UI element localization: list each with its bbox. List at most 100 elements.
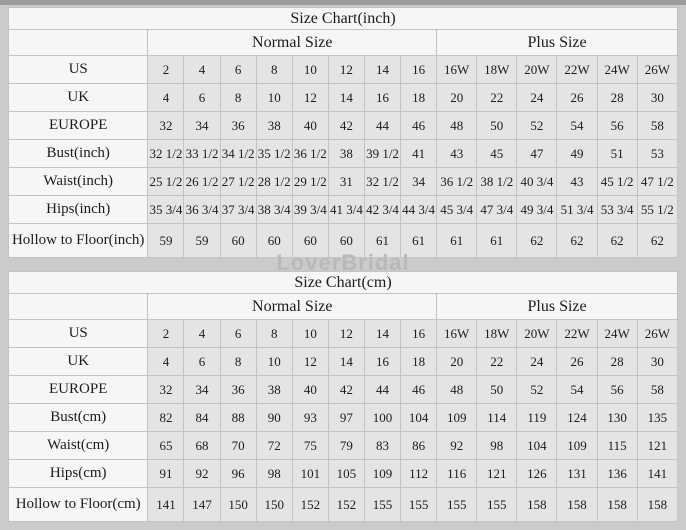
size-value-cell: 47 3/4 — [476, 195, 518, 224]
size-value-cell: 54 — [556, 375, 598, 404]
size-value-cell: 155 — [436, 487, 478, 522]
table-row: Hips(cm) 91 92 96 98 101 105 109 112 116 121 126 131… — [7, 459, 679, 488]
size-value-cell: 4 — [147, 347, 185, 376]
size-value-cell: 109 — [436, 403, 478, 432]
table-title-row: Size Chart(cm) — [8, 271, 678, 294]
size-value-cell: 34 — [400, 167, 438, 196]
size-value-cell: 16 — [400, 319, 438, 348]
size-value-cell: 135 — [636, 403, 679, 432]
normal-size-header: Normal Size — [147, 293, 438, 320]
corner-cell — [7, 29, 149, 56]
size-value-cell: 62 — [556, 223, 598, 258]
size-value-cell: 61 — [363, 223, 402, 258]
size-value-cell: 14 — [363, 319, 402, 348]
size-value-cell: 97 — [327, 403, 365, 432]
size-value-cell: 8 — [255, 319, 293, 348]
table-row: Hips(inch) 35 3/4 36 3/4 37 3/4 38 3/4 39 3/4… — [7, 195, 679, 224]
size-value-cell: 32 1/2 — [147, 139, 185, 168]
size-value-cell: 51 — [596, 139, 638, 168]
size-value-cell: 28 — [596, 347, 638, 376]
size-value-cell: 36 — [219, 375, 257, 404]
size-value-cell: 104 — [400, 403, 438, 432]
size-value-cell: 62 — [596, 223, 638, 258]
size-value-cell: 44 — [363, 375, 402, 404]
size-value-cell: 41 3/4 — [327, 195, 365, 224]
size-value-cell: 136 — [596, 459, 638, 488]
size-value-cell: 130 — [596, 403, 638, 432]
size-value-cell: 14 — [327, 83, 365, 112]
size-value-cell: 40 — [291, 111, 329, 140]
row-label: Waist(inch) — [7, 167, 149, 196]
size-value-cell: 112 — [400, 459, 438, 488]
size-value-cell: 109 — [556, 431, 598, 460]
size-value-cell: 49 — [556, 139, 598, 168]
size-value-cell: 10 — [291, 55, 329, 84]
size-value-cell: 59 — [183, 223, 221, 258]
row-label: Waist(cm) — [7, 431, 149, 460]
size-value-cell: 22W — [556, 319, 598, 348]
size-value-cell: 79 — [327, 431, 365, 460]
size-value-cell: 30 — [636, 83, 679, 112]
size-value-cell: 124 — [556, 403, 598, 432]
size-value-cell: 131 — [556, 459, 598, 488]
size-value-cell: 55 1/2 — [636, 195, 679, 224]
size-value-cell: 155 — [476, 487, 518, 522]
size-value-cell: 58 — [636, 375, 679, 404]
size-value-cell: 12 — [327, 55, 365, 84]
size-value-cell: 14 — [363, 55, 402, 84]
size-table-body: US 2 4 6 8 10 12 14 16 16W 18W 20W 22W 24W 26W UK 4 6 8 10 1… — [7, 55, 679, 258]
size-value-cell: 54 — [556, 111, 598, 140]
size-value-cell: 12 — [291, 83, 329, 112]
size-value-cell: 24W — [596, 55, 638, 84]
size-value-cell: 20 — [436, 83, 478, 112]
size-value-cell: 4 — [147, 83, 185, 112]
size-value-cell: 24 — [516, 83, 558, 112]
plus-size-header: Plus Size — [436, 29, 678, 56]
size-value-cell: 141 — [636, 459, 679, 488]
size-value-cell: 16W — [436, 319, 478, 348]
size-value-cell: 30 — [636, 347, 679, 376]
size-value-cell: 61 — [436, 223, 478, 258]
table-title-row: Size Chart(inch) — [8, 7, 678, 30]
size-value-cell: 34 1/2 — [219, 139, 257, 168]
size-value-cell: 25 1/2 — [147, 167, 185, 196]
size-value-cell: 50 — [476, 111, 518, 140]
size-value-cell: 45 1/2 — [596, 167, 638, 196]
size-value-cell: 6 — [183, 347, 221, 376]
size-value-cell: 141 — [147, 487, 185, 522]
row-label: Hips(cm) — [7, 459, 149, 488]
size-value-cell: 48 — [436, 375, 478, 404]
size-value-cell: 38 3/4 — [255, 195, 293, 224]
size-value-cell: 105 — [327, 459, 365, 488]
size-value-cell: 65 — [147, 431, 185, 460]
size-value-cell: 20W — [516, 319, 558, 348]
size-value-cell: 150 — [255, 487, 293, 522]
size-value-cell: 158 — [556, 487, 598, 522]
size-value-cell: 16 — [400, 55, 438, 84]
size-value-cell: 93 — [291, 403, 329, 432]
size-value-cell: 126 — [516, 459, 558, 488]
size-value-cell: 37 3/4 — [219, 195, 257, 224]
size-value-cell: 20W — [516, 55, 558, 84]
size-value-cell: 152 — [291, 487, 329, 522]
size-value-cell: 22 — [476, 347, 518, 376]
size-value-cell: 82 — [147, 403, 185, 432]
size-value-cell: 32 1/2 — [363, 167, 402, 196]
size-value-cell: 75 — [291, 431, 329, 460]
size-value-cell: 47 1/2 — [636, 167, 679, 196]
size-value-cell: 36 1/2 — [291, 139, 329, 168]
size-value-cell: 36 1/2 — [436, 167, 478, 196]
table-row: UK 4 6 8 10 12 14 16 18 20 22 24 26 28 30 — [7, 347, 679, 376]
row-label: Hips(inch) — [7, 195, 149, 224]
row-label: UK — [7, 347, 149, 376]
size-value-cell: 35 1/2 — [255, 139, 293, 168]
size-value-cell: 38 — [327, 139, 365, 168]
size-value-cell: 26 — [556, 83, 598, 112]
size-value-cell: 31 — [327, 167, 365, 196]
size-value-cell: 70 — [219, 431, 257, 460]
size-value-cell: 2 — [147, 55, 185, 84]
size-value-cell: 61 — [476, 223, 518, 258]
size-value-cell: 12 — [327, 319, 365, 348]
size-value-cell: 61 — [400, 223, 438, 258]
size-value-cell: 16W — [436, 55, 478, 84]
